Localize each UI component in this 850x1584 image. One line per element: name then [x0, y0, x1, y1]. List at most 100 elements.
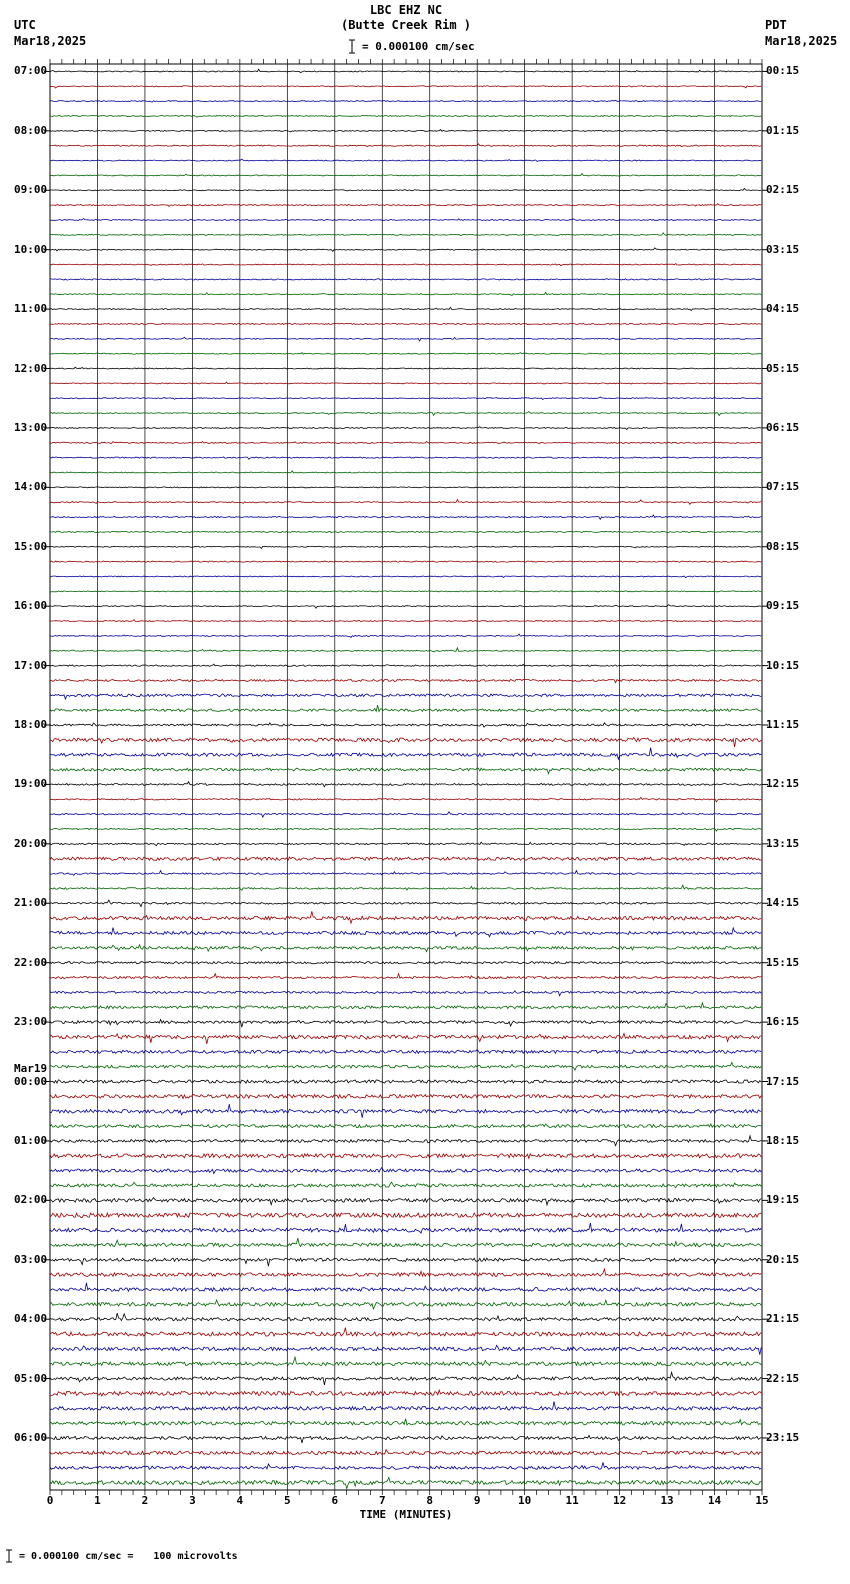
trace-row — [49, 1462, 762, 1471]
trace-row — [49, 722, 762, 728]
utc-hour-label: 00:00 — [14, 1074, 48, 1088]
trace-row — [49, 1093, 762, 1100]
trace-row — [49, 1448, 762, 1456]
trace-row — [49, 705, 762, 713]
trace-row — [49, 841, 762, 847]
footer-scale-note: = 0.000100 cm/sec = 100 microvolts — [5, 1549, 238, 1563]
pdt-hour-label: 17:15 — [766, 1074, 800, 1088]
trace-row — [49, 85, 762, 89]
trace-row — [49, 278, 762, 281]
pdt-hour-label: 01:15 — [766, 123, 800, 137]
trace-row — [49, 1257, 762, 1267]
pdt-hour-label: 21:15 — [766, 1312, 800, 1326]
trace-row — [49, 381, 762, 385]
trace-row — [49, 486, 762, 489]
trace-row — [49, 1061, 762, 1071]
footer-amplitude-scale-icon — [6, 1549, 12, 1563]
pdt-hour-label: 19:15 — [766, 1193, 800, 1207]
trace-row — [49, 1298, 762, 1311]
traces — [49, 68, 762, 1490]
trace-row — [49, 1197, 762, 1207]
pdt-hour-label: 00:15 — [766, 64, 800, 78]
trace-row — [49, 827, 762, 832]
grid — [49, 63, 763, 1491]
trace-row — [49, 960, 762, 965]
x-axis-title: TIME (MINUTES) — [359, 1508, 453, 1521]
utc-hour-label: 15:00 — [14, 539, 48, 553]
trace-row — [49, 263, 762, 267]
trace-row — [49, 306, 762, 312]
trace-row — [49, 796, 762, 803]
pdt-hour-label: 05:15 — [766, 361, 800, 375]
utc-hour-label: 07:00 — [14, 64, 48, 78]
utc-date-rollover-label: Mar19 — [14, 1061, 48, 1075]
trace-row — [49, 68, 762, 74]
utc-hour-label: 10:00 — [14, 242, 48, 256]
x-axis-tick-label: 3 — [189, 1494, 196, 1507]
utc-hour-label: 17:00 — [14, 658, 48, 672]
pdt-hour-label: 04:15 — [766, 302, 800, 316]
utc-hour-label: 08:00 — [14, 123, 48, 137]
trace-row — [49, 1344, 762, 1355]
footer-scale-value: 100 microvolts — [153, 1550, 238, 1562]
x-axis-tick-label: 9 — [473, 1494, 481, 1507]
trace-row — [49, 619, 762, 622]
utc-hour-label: 03:00 — [14, 1252, 48, 1266]
trace-row — [49, 736, 762, 747]
trace-row — [49, 440, 762, 444]
pdt-hour-label: 11:15 — [766, 718, 800, 731]
trace-row — [49, 810, 762, 819]
utc-hour-label: 20:00 — [14, 836, 48, 850]
trace-row — [49, 780, 762, 788]
utc-hour-label: 05:00 — [14, 1371, 48, 1385]
utc-hour-label: 04:00 — [14, 1312, 48, 1326]
trace-row — [49, 1476, 762, 1490]
trace-row — [49, 129, 762, 133]
trace-row — [49, 232, 762, 237]
trace-row — [50, 366, 762, 370]
trace-row — [49, 1122, 762, 1129]
pdt-hour-label: 16:15 — [766, 1015, 800, 1029]
x-axis-tick-label: 1 — [94, 1494, 101, 1507]
utc-hour-label: 02:00 — [14, 1193, 48, 1207]
pdt-hour-label: 14:15 — [766, 896, 800, 910]
amplitude-scale-icon — [349, 39, 355, 54]
trace-row — [49, 926, 762, 938]
trace-row — [49, 1388, 762, 1397]
trace-row — [49, 1166, 762, 1175]
trace-row — [49, 1238, 762, 1248]
trace-row — [49, 1134, 762, 1147]
trace-row — [50, 604, 762, 609]
pdt-hour-label: 12:15 — [766, 777, 800, 791]
trace-row — [49, 247, 762, 253]
trace-row — [49, 1282, 762, 1293]
x-axis-tick-label: 12 — [612, 1494, 627, 1507]
hour-ticks — [44, 70, 768, 1439]
utc-hour-label: 16:00 — [14, 599, 48, 613]
station-title: LBC EHZ NC — [369, 3, 443, 17]
trace-row — [49, 1312, 762, 1322]
trace-row — [49, 678, 762, 684]
x-axis-tick-label: 2 — [141, 1494, 149, 1507]
trace-row — [49, 693, 762, 701]
trace-row — [50, 663, 762, 667]
trace-row — [49, 172, 762, 177]
x-axis-tick-label: 10 — [518, 1494, 532, 1507]
trace-row — [49, 575, 762, 579]
trace-row — [49, 1401, 762, 1412]
trace-row — [50, 590, 762, 593]
minute-rulers — [49, 59, 763, 1495]
x-axis-tick-label: 6 — [331, 1494, 339, 1507]
pdt-hour-label: 22:15 — [766, 1371, 800, 1385]
trace-row — [49, 869, 762, 876]
utc-hour-label: 12:00 — [14, 361, 48, 375]
trace-row — [50, 336, 762, 342]
pdt-hour-label: 09:15 — [766, 599, 800, 613]
trace-row — [49, 187, 762, 192]
trace-row — [49, 143, 762, 148]
x-axis-tick-label: 15 — [755, 1494, 769, 1507]
pdt-hour-label: 20:15 — [766, 1252, 800, 1266]
utc-hour-label: 18:00 — [14, 718, 48, 731]
trace-row — [49, 158, 762, 162]
